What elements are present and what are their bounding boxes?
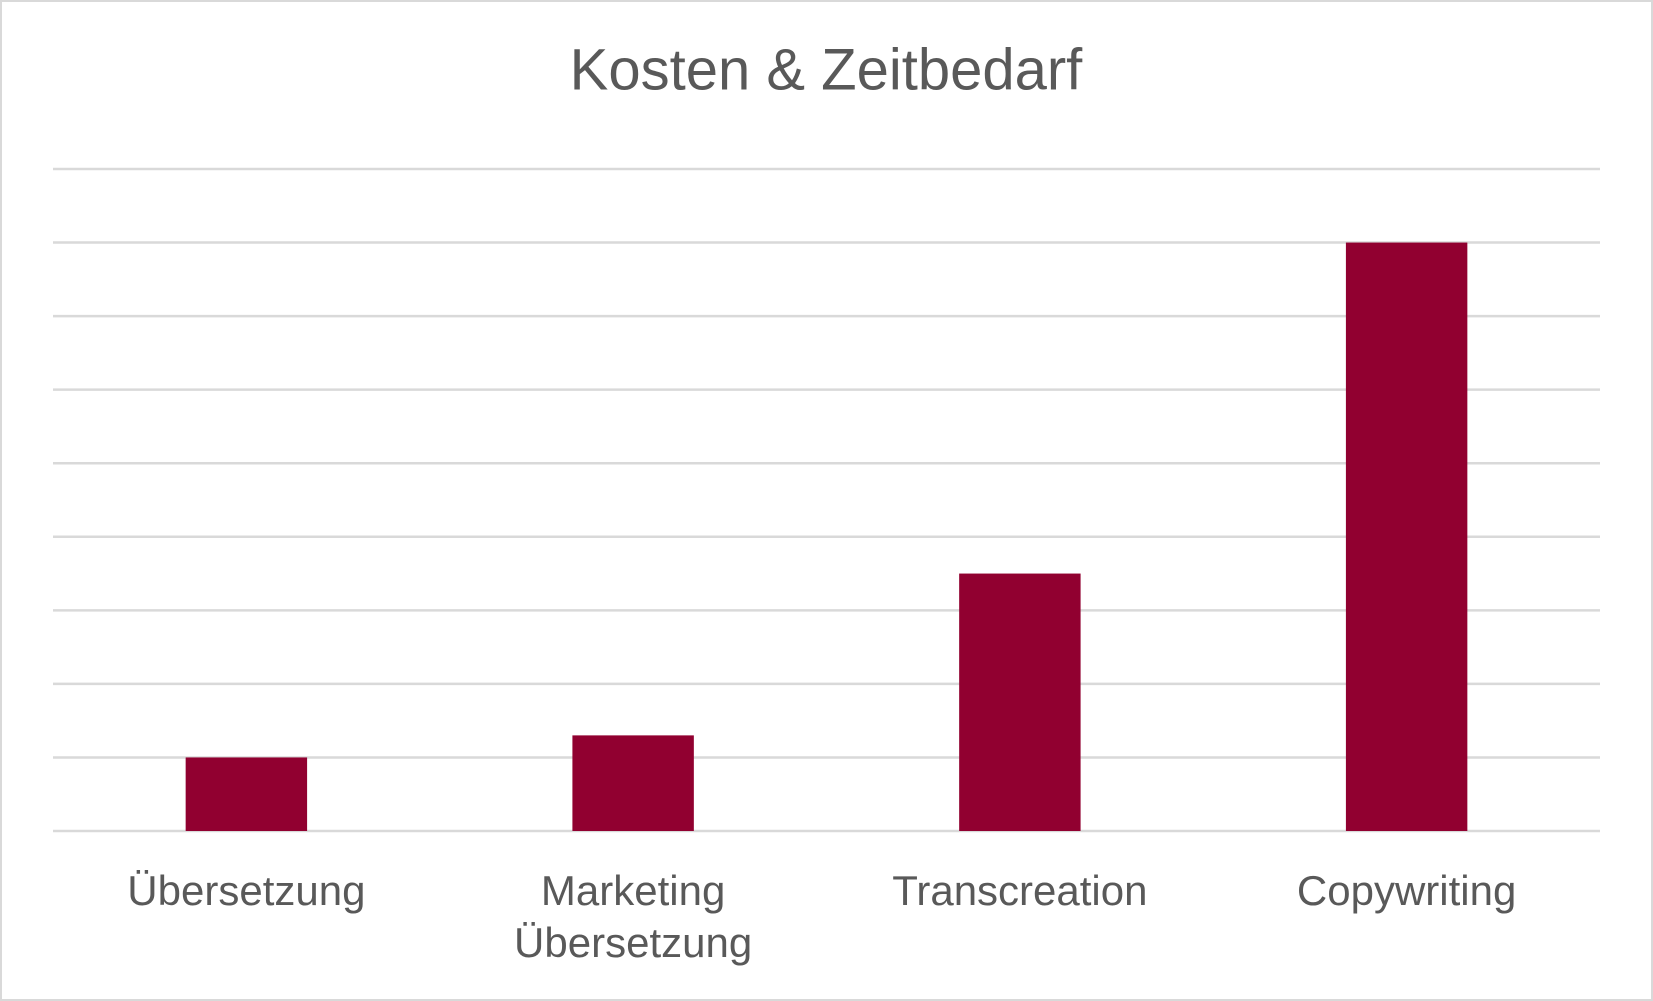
x-tick-label: Transcreation [892,867,1148,914]
bar [959,573,1081,831]
bar [185,757,308,831]
bar [1345,242,1468,832]
chart-title: Kosten & Zeitbedarf [570,37,1084,102]
x-tick-label: Copywriting [1296,867,1517,914]
x-tick-label: Übersetzung [127,867,366,914]
x-tick-label: Marketing Übersetzung [514,867,753,966]
bar [572,735,694,831]
